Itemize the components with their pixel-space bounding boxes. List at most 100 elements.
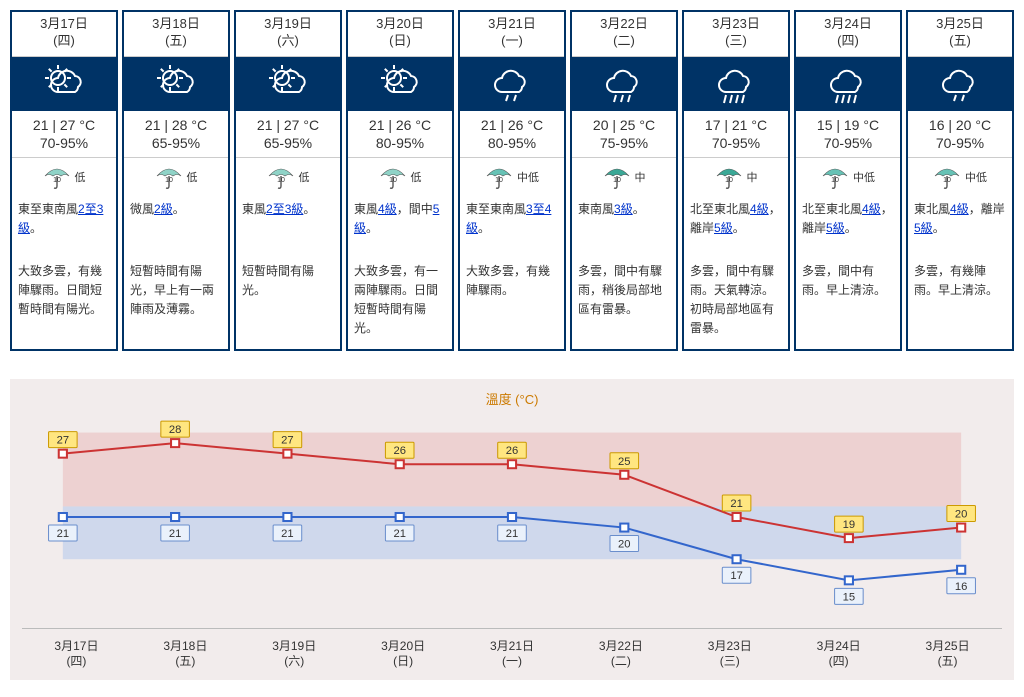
rain-level: 10 中 [572, 158, 676, 196]
umbrella-icon: 10 [715, 164, 743, 190]
svg-text:10: 10 [943, 177, 951, 184]
svg-text:20: 20 [955, 508, 967, 520]
date-line1: 3月18日 [152, 16, 200, 31]
date-line1: 3月17日 [40, 16, 88, 31]
rain-level-text: 中 [635, 169, 646, 185]
rain-level-text: 中低 [965, 169, 987, 185]
wind-link[interactable]: 5級 [914, 221, 933, 235]
date-line2: (四) [837, 33, 859, 48]
wind-text: 東南風3級。 [572, 196, 676, 258]
date-line2: (日) [389, 33, 411, 48]
umbrella-icon: 10 [267, 164, 295, 190]
wind-link[interactable]: 3至4級 [466, 202, 551, 235]
forecast-description: 多雲，間中有雨。早上清涼。 [796, 258, 900, 349]
wind-link[interactable]: 3級 [614, 202, 633, 216]
date-line2: (六) [277, 33, 299, 48]
forecast-description: 短暫時間有陽光。 [236, 258, 340, 349]
wind-link[interactable]: 4級 [378, 202, 397, 216]
rain-level-text: 低 [299, 169, 310, 185]
date-line1: 3月23日 [712, 16, 760, 31]
rain-level-text: 低 [75, 169, 86, 185]
rain-level: 10 中低 [908, 158, 1012, 196]
day-column: 3月19日 (六) 21 | 27 °C 65-95% 10 低 東風2至3級。… [234, 10, 342, 351]
wind-text: 東北風4級，離岸5級。 [908, 196, 1012, 258]
svg-text:10: 10 [165, 177, 173, 184]
temperature-label: 21 | 27 °C [12, 111, 116, 133]
forecast-description: 多雲，間中有驟雨，稍後局部地區有雷暴。 [572, 258, 676, 349]
wind-link[interactable]: 4級 [950, 202, 969, 216]
temperature-label: 17 | 21 °C [684, 111, 788, 133]
umbrella-icon: 10 [603, 164, 631, 190]
weather-icon [236, 57, 340, 111]
svg-text:10: 10 [495, 177, 503, 184]
wind-link[interactable]: 2至3級 [18, 202, 103, 235]
date-label: 3月19日 (六) [236, 12, 340, 57]
wind-link[interactable]: 4級 [750, 202, 769, 216]
chart-x-label: 3月21日(一) [458, 639, 567, 670]
svg-text:21: 21 [730, 498, 742, 510]
svg-text:28: 28 [169, 424, 181, 436]
umbrella-icon: 10 [933, 164, 961, 190]
humidity-label: 75-95% [572, 133, 676, 158]
rain-level: 10 中低 [796, 158, 900, 196]
weather-icon [460, 57, 564, 111]
rain-level-text: 中低 [853, 169, 875, 185]
temperature-label: 21 | 28 °C [124, 111, 228, 133]
chart-x-label: 3月23日(三) [675, 639, 784, 670]
date-line2: (五) [949, 33, 971, 48]
svg-text:25: 25 [618, 455, 630, 467]
date-line2: (一) [501, 33, 523, 48]
date-label: 3月21日 (一) [460, 12, 564, 57]
rain-level-text: 中低 [517, 169, 539, 185]
humidity-label: 70-95% [12, 133, 116, 158]
temperature-label: 16 | 20 °C [908, 111, 1012, 133]
rain-level: 10 低 [348, 158, 452, 196]
forecast-description: 短暫時間有陽光，早上有一兩陣雨及薄霧。 [124, 258, 228, 349]
wind-link[interactable]: 5級 [354, 202, 439, 235]
wind-link[interactable]: 5級 [714, 221, 733, 235]
temperature-label: 21 | 26 °C [348, 111, 452, 133]
svg-text:26: 26 [506, 445, 518, 457]
wind-link[interactable]: 2至3級 [266, 202, 303, 216]
forecast-description: 多雲，有幾陣雨。早上清涼。 [908, 258, 1012, 349]
svg-text:26: 26 [393, 445, 405, 457]
wind-text: 微風2級。 [124, 196, 228, 258]
day-column: 3月17日 (四) 21 | 27 °C 70-95% 10 低 東至東南風2至… [10, 10, 118, 351]
svg-text:19: 19 [843, 519, 855, 531]
svg-text:10: 10 [831, 177, 839, 184]
chart-x-axis: 3月17日(四)3月18日(五)3月19日(六)3月20日(日)3月21日(一)… [22, 628, 1002, 670]
umbrella-icon: 10 [379, 164, 407, 190]
date-line2: (三) [725, 33, 747, 48]
day-column: 3月24日 (四) 15 | 19 °C 70-95% 10 中低 北至東北風4… [794, 10, 902, 351]
svg-text:20: 20 [618, 538, 630, 550]
svg-text:27: 27 [57, 434, 69, 446]
chart-x-label: 3月25日(五) [893, 639, 1002, 670]
umbrella-icon: 10 [821, 164, 849, 190]
humidity-label: 70-95% [908, 133, 1012, 158]
weather-icon [796, 57, 900, 111]
rain-level-text: 低 [411, 169, 422, 185]
date-line2: (五) [165, 33, 187, 48]
date-label: 3月23日 (三) [684, 12, 788, 57]
date-line2: (四) [53, 33, 75, 48]
umbrella-icon: 10 [43, 164, 71, 190]
temperature-chart: 溫度 (°C) 27282726262521192021212121212017… [10, 379, 1014, 680]
date-label: 3月17日 (四) [12, 12, 116, 57]
svg-text:21: 21 [393, 528, 405, 540]
svg-text:10: 10 [725, 177, 733, 184]
wind-link[interactable]: 5級 [826, 221, 845, 235]
wind-link[interactable]: 2級 [154, 202, 173, 216]
forecast-description: 大致多雲，有幾陣驟雨。 [460, 258, 564, 349]
wind-link[interactable]: 4級 [862, 202, 881, 216]
temperature-label: 20 | 25 °C [572, 111, 676, 133]
forecast-description: 大致多雲，有一兩陣驟雨。日間短暫時間有陽光。 [348, 258, 452, 349]
humidity-label: 70-95% [796, 133, 900, 158]
svg-text:21: 21 [169, 528, 181, 540]
svg-text:15: 15 [843, 591, 855, 603]
humidity-label: 80-95% [460, 133, 564, 158]
date-line1: 3月21日 [488, 16, 536, 31]
svg-text:10: 10 [277, 177, 285, 184]
date-line1: 3月20日 [376, 16, 424, 31]
svg-text:10: 10 [389, 177, 397, 184]
wind-text: 東風4級，間中5級。 [348, 196, 452, 258]
